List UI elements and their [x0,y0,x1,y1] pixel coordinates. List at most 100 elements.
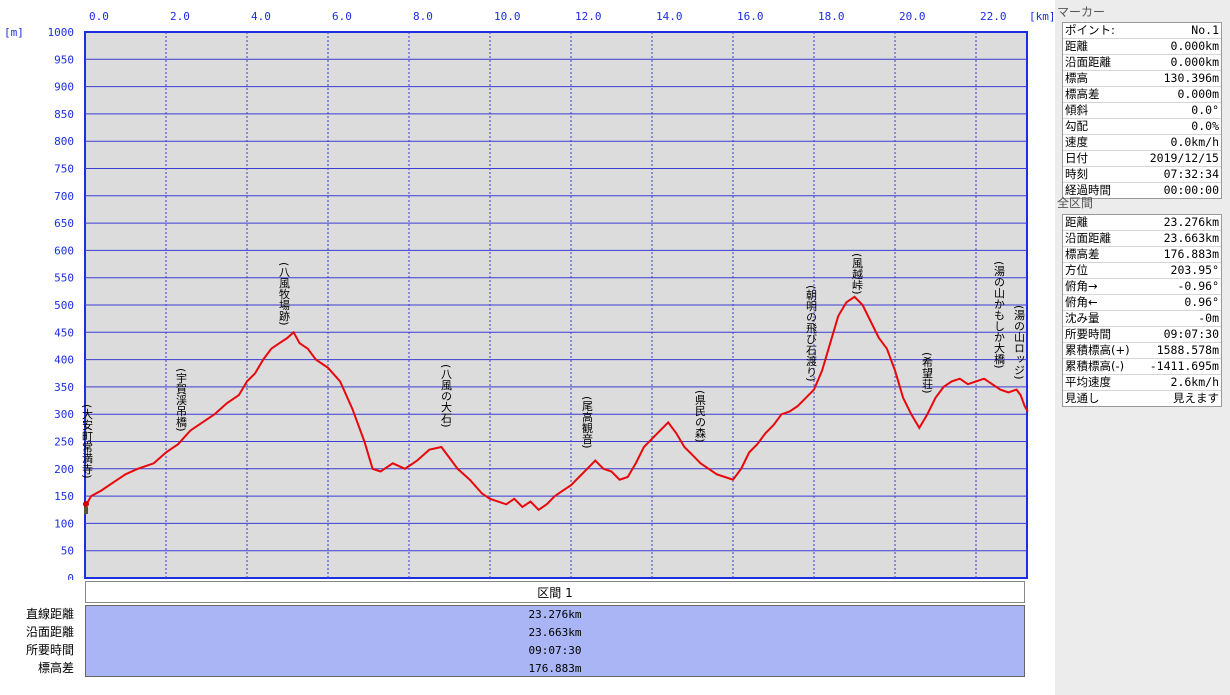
waypoint-label: (県民の森) [694,390,707,443]
y-tick-label: 250 [54,436,74,449]
info-row: 所要時間 09:07:30 [1063,327,1221,343]
info-value: 0.000m [1177,87,1219,101]
x-tick-label: 20.0 [899,10,926,23]
info-row: 累積標高(-) -1411.695m [1063,359,1221,375]
y-tick-label: 450 [54,326,74,339]
elevation-chart: 1000950900850800750700650600550500450400… [4,10,1055,580]
info-key: 累積標高(-) [1065,359,1125,373]
y-tick-label: 400 [54,354,74,367]
y-tick-label: 100 [54,517,74,530]
info-row: 日付 2019/12/15 [1063,151,1221,167]
y-tick-label: 550 [54,272,74,285]
info-value: 23.276km [1163,215,1219,229]
info-key: 時刻 [1065,167,1088,181]
segment-labels: 直線距離 沿面距離 所要時間 標高差 [0,605,80,677]
segment-value: 09:07:30 [528,644,582,657]
y-tick-label: 650 [54,217,74,230]
info-value: 23.663km [1163,231,1219,245]
info-key: 所要時間 [1065,327,1111,341]
y-unit-label: [m] [4,26,24,39]
info-value: 203.95° [1170,263,1219,277]
y-tick-label: 850 [54,108,74,121]
x-tick-label: 14.0 [656,10,683,23]
x-tick-label: 4.0 [251,10,271,23]
segment-value: 176.883m [528,662,582,675]
waypoint-label: (尾高観音) [581,396,594,449]
waypoint-label: (八風の大石) [440,364,453,428]
info-key: 見通し [1065,391,1100,405]
info-value: 176.883m [1163,247,1219,261]
info-row: 沈み量 -0m [1063,311,1221,327]
info-row: 俯角← 0.96° [1063,295,1221,311]
info-key: 沿面距離 [1065,231,1111,245]
info-row: 沿面距離 23.663km [1063,231,1221,247]
segment-table: 23.276km 23.663km 09:07:30 176.883m [85,605,1025,677]
info-key: 経過時間 [1065,183,1111,197]
info-value: 0.000km [1170,55,1219,69]
info-row: 標高 130.396m [1063,71,1221,87]
y-axis-ticks: 1000950900850800750700650600550500450400… [48,26,75,580]
elevation-line [84,295,1029,512]
info-value: 0.96° [1184,295,1219,309]
info-value: 0.000km [1170,39,1219,53]
y-tick-label: 700 [54,190,74,203]
info-key: 標高差 [1065,247,1100,261]
start-marker-icon [83,501,89,514]
y-tick-label: 150 [54,490,74,503]
info-value: 0.0km/h [1170,135,1219,149]
info-key: ポイント: [1065,23,1115,37]
info-row: 距離 0.000km [1063,39,1221,55]
info-value: 130.396m [1163,71,1219,85]
marker-panel-title: マーカー [1057,5,1106,19]
x-tick-label: 16.0 [737,10,764,23]
info-row: 経過時間 00:00:00 [1063,183,1221,198]
x-tick-label: 10.0 [494,10,521,23]
info-row: 傾斜 0.0° [1063,103,1221,119]
info-key: 俯角← [1065,295,1098,309]
info-row: 累積標高(+) 1588.578m [1063,343,1221,359]
y-tick-label: 1000 [48,26,75,39]
info-key: 日付 [1065,151,1088,165]
info-value: -1411.695m [1149,359,1219,373]
x-unit-label: [km] [1029,10,1055,23]
info-key: 標高差 [1065,87,1100,101]
info-key: 傾斜 [1065,103,1088,117]
info-row: 見通し 見えます [1063,391,1221,406]
total-table: 距離 23.276km 沿面距離 23.663km 標高差 176.883m 方位 203.9… [1062,214,1222,407]
x-tick-label: 6.0 [332,10,352,23]
x-tick-label: 18.0 [818,10,845,23]
info-key: 距離 [1065,39,1088,53]
segment-label: 所要時間 [25,643,74,657]
x-tick-label: 2.0 [170,10,190,23]
y-tick-label: 600 [54,244,74,257]
y-tick-label: 800 [54,135,74,148]
x-axis-ticks: 0.0 2.0 4.0 6.0 8.0 10.0 12.0 14.0 16.0 18.0 20.0 2… [89,10,1007,23]
info-value: 0.0° [1191,103,1219,117]
grid [85,32,1027,578]
info-row: 方位 203.95° [1063,263,1221,279]
waypoint-label: (希望荘) [921,352,934,394]
info-value: -0.96° [1177,279,1219,293]
info-row: 標高差 176.883m [1063,247,1221,263]
y-tick-label: 900 [54,81,74,94]
info-value: -0m [1198,311,1219,325]
info-row: 標高差 0.000m [1063,87,1221,103]
info-key: 距離 [1065,215,1088,229]
y-tick-label: 350 [54,381,74,394]
segment-value: 23.276km [528,608,582,621]
info-value: 見えます [1173,391,1219,405]
info-key: 標高 [1065,71,1088,85]
info-row: 俯角→ -0.96° [1063,279,1221,295]
y-tick-label: 500 [54,299,74,312]
info-key: 方位 [1065,263,1088,277]
marker-table: ポイント: No.1 距離 0.000km 沿面距離 0.000km 標高 130.396m 標… [1062,22,1222,199]
info-row: 沿面距離 0.000km [1063,55,1221,71]
info-value: No.1 [1191,23,1219,37]
info-row: 平均速度 2.6km/h [1063,375,1221,391]
info-row: ポイント: No.1 [1063,23,1221,39]
segment-label: 直線距離 [25,607,74,621]
waypoint-label: (風越峠) [851,253,864,295]
waypoint-label: (湯の山ロッジ) [1013,305,1026,380]
info-value: 00:00:00 [1163,183,1219,197]
info-row: 時刻 07:32:34 [1063,167,1221,183]
